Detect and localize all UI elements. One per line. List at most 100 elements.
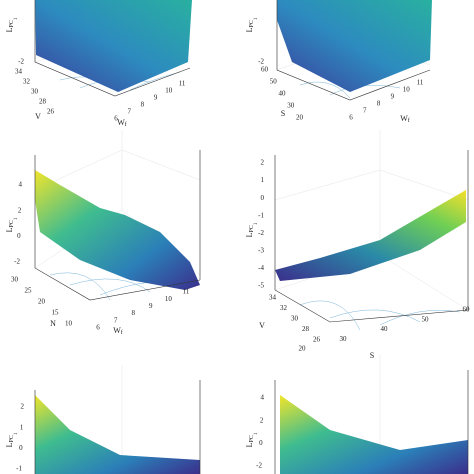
z-tick-label: -2 (258, 58, 264, 66)
z-label: L (245, 232, 254, 237)
x-label: V (259, 321, 265, 330)
y-label: Wf (113, 326, 123, 337)
z-label-subsub: 1 (254, 17, 259, 20)
x-tick-label: 20 (38, 298, 46, 306)
surface (35, 170, 200, 290)
surface (280, 395, 468, 474)
z-tick-label: -1 (16, 465, 22, 473)
x-tick-label: 30 (287, 102, 295, 110)
z-label: LPC1 (245, 432, 259, 447)
x-tick-label: 40 (279, 90, 287, 98)
z-label: L (5, 442, 14, 447)
z-label-subsub: 1 (254, 222, 259, 225)
y-label: W (400, 114, 408, 123)
z-tick-label: -2 (258, 229, 264, 237)
z-tick-label: -2 (18, 58, 24, 66)
z-tick-label: -2 (256, 462, 262, 470)
x-tick-label: 10 (65, 320, 73, 328)
surface (35, 0, 192, 92)
box (274, 370, 469, 474)
z-label: L (245, 27, 254, 32)
x-tick-label: 50 (270, 78, 278, 86)
z-tick-label: 1 (20, 423, 24, 431)
y-tick-label: 10 (165, 295, 173, 303)
z-tick-label: -1 (258, 211, 264, 219)
x-tick-label: 60 (261, 66, 269, 74)
z-label: LPC1 (5, 17, 19, 32)
x-tick-label: 15 (52, 309, 60, 317)
y-tick-label: 11 (417, 79, 424, 87)
z-label: L (245, 442, 254, 447)
y-tick-label: 10 (403, 86, 411, 94)
z-tick-label: -5 (258, 282, 264, 290)
z-tick-label: 2 (260, 416, 264, 424)
z-label: LPC1 (245, 17, 259, 32)
y-tick-label: 8 (377, 100, 381, 108)
y-tick-label: 40 (381, 325, 389, 333)
z-label-subsub: 1 (14, 217, 19, 220)
y-label: Wf (400, 114, 410, 125)
z-label-subsub: 1 (254, 432, 259, 435)
y-tick-label: 9 (391, 93, 395, 101)
z-tick-label: 1 (261, 176, 265, 184)
z-tick-label: 0 (261, 194, 265, 202)
x-tick-label: 32 (23, 78, 31, 86)
z-label-sub: PC (9, 20, 15, 27)
y-tick-label: 10 (165, 87, 173, 95)
y-label: S (370, 351, 374, 360)
z-label-sub: PC (9, 220, 15, 227)
y-tick-label: 50 (422, 315, 430, 323)
box (274, 150, 469, 323)
x-label: S (281, 109, 285, 118)
y-tick-label: 6 (114, 115, 118, 123)
box (34, 0, 191, 97)
x-tick-label: 32 (280, 304, 288, 312)
y-tick-label: 30 (340, 335, 348, 343)
surface (275, 190, 466, 281)
z-tick-label: 0 (19, 444, 23, 452)
z-label: LPC1 (5, 217, 19, 232)
x-tick-label: 30 (291, 315, 299, 323)
z-label-sub: PC (249, 435, 255, 442)
x-tick-label: 34 (15, 68, 23, 76)
panel-6 (274, 355, 469, 474)
y-label-sub: f (121, 329, 123, 336)
x-label: V (35, 112, 41, 121)
z-label-sub: PC (9, 435, 15, 442)
z-tick-label: 4 (19, 181, 23, 189)
y-tick-label: 7 (127, 108, 131, 116)
z-tick-label: 4 (261, 394, 265, 402)
x-label: N (50, 319, 56, 328)
y-tick-label: 11 (179, 80, 186, 88)
x-tick-label: 26 (313, 336, 321, 344)
y-tick-label: 7 (114, 316, 118, 324)
x-label: N (50, 319, 56, 328)
y-tick-label: 8 (141, 101, 145, 109)
contour (299, 300, 461, 331)
x-tick-label: 26 (47, 108, 55, 116)
panel-2 (276, 0, 432, 101)
y-label: W (113, 326, 121, 335)
panel-5 (34, 365, 201, 474)
y-tick-label: 9 (149, 302, 153, 310)
panel-4 (274, 130, 469, 331)
z-label: LPC1 (245, 222, 259, 237)
x-label: S (281, 109, 285, 118)
surface (35, 395, 200, 474)
z-label-sub: PC (249, 20, 255, 27)
y-label: W (117, 118, 125, 127)
x-tick-label: 30 (11, 276, 19, 284)
box (34, 380, 201, 474)
panel-3 (34, 130, 201, 301)
z-tick-label: -2 (14, 258, 20, 266)
box (276, 0, 431, 101)
x-label: V (35, 112, 41, 121)
x-tick-label: 34 (269, 294, 277, 302)
x-tick-label: 28 (39, 98, 47, 106)
y-tick-label: 20 (299, 345, 307, 353)
x-tick-label: 25 (25, 287, 33, 295)
z-label-subsub: 1 (14, 432, 19, 435)
z-label-subsub: 1 (14, 17, 19, 20)
z-tick-label: 0 (17, 232, 21, 240)
y-tick-label: 60 (463, 306, 471, 314)
